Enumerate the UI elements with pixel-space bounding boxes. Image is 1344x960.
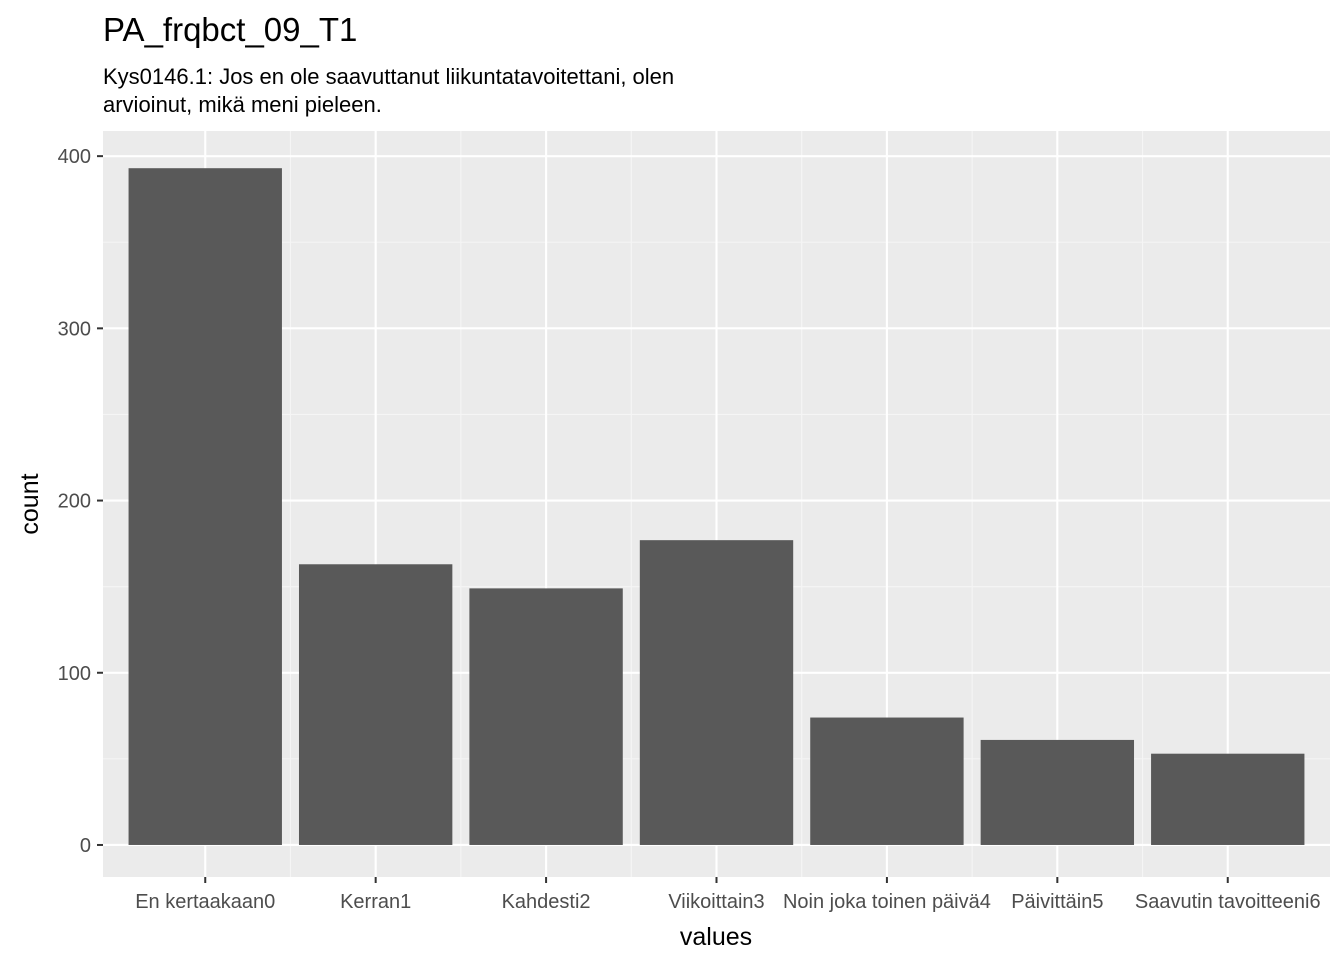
x-tick-label: Noin joka toinen päivä4 xyxy=(783,891,991,913)
x-tick-label: Viikoittain3 xyxy=(668,891,764,913)
x-tick-label: Kahdesti2 xyxy=(502,891,591,913)
bar-0 xyxy=(128,168,282,845)
x-tick-label: Päivittäin5 xyxy=(1011,891,1103,913)
y-tick-label: 400 xyxy=(58,146,91,168)
bar-3 xyxy=(639,540,794,845)
y-tick-label: 300 xyxy=(58,318,91,340)
y-tick-label: 0 xyxy=(80,835,91,857)
x-tick-label: Kerran1 xyxy=(340,891,411,913)
x-tick-label: En kertaakaan0 xyxy=(135,891,275,913)
x-axis: En kertaakaan0 Kerran1 Kahdesti2 Viikoittai… xyxy=(135,877,1321,913)
chart-title: PA_frqbct_09_T1 xyxy=(103,11,357,48)
bar-5 xyxy=(980,739,1135,845)
x-axis-title: values xyxy=(680,923,752,951)
bars xyxy=(128,168,1305,845)
bar-1 xyxy=(298,564,453,845)
y-axis: 0 100 200 300 400 xyxy=(58,146,103,857)
bar-4 xyxy=(810,717,964,845)
chart-subtitle-line-1: Kys0146.1: Jos en ole saavuttanut liikun… xyxy=(103,64,674,89)
y-axis-title: count xyxy=(16,473,44,534)
y-tick-label: 100 xyxy=(58,663,91,685)
bar-2 xyxy=(469,588,623,845)
bar-6 xyxy=(1151,753,1305,845)
y-tick-label: 200 xyxy=(58,491,91,513)
x-tick-label: Saavutin tavoitteeni6 xyxy=(1135,891,1321,913)
chart-subtitle-line-2: arvioinut, mikä meni pieleen. xyxy=(103,92,382,117)
